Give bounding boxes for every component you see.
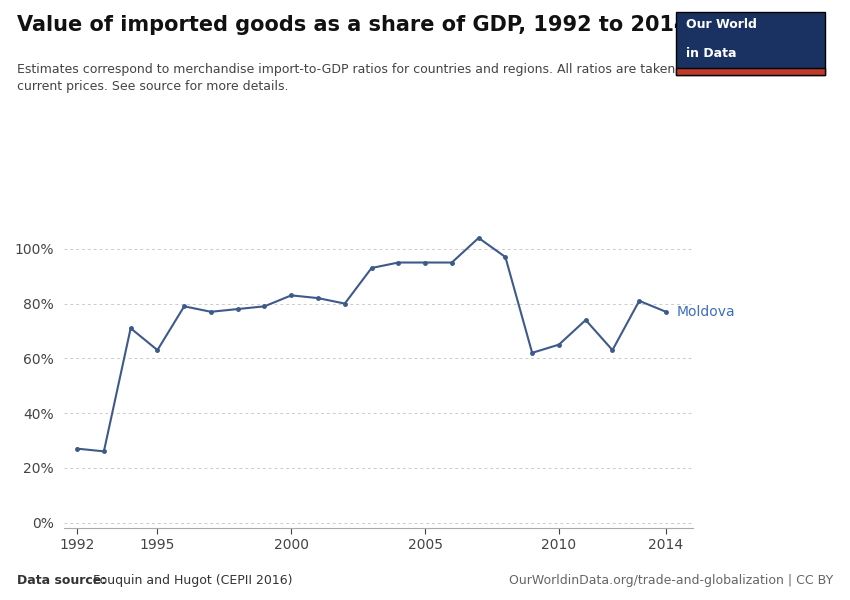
Text: Value of imported goods as a share of GDP, 1992 to 2014: Value of imported goods as a share of GD… xyxy=(17,15,688,35)
Text: Data source:: Data source: xyxy=(17,574,106,587)
Text: OurWorldinData.org/trade-and-globalization | CC BY: OurWorldinData.org/trade-and-globalizati… xyxy=(509,574,833,587)
Text: in Data: in Data xyxy=(686,47,736,60)
Text: Estimates correspond to merchandise import-to-GDP ratios for countries and regio: Estimates correspond to merchandise impo… xyxy=(17,63,692,93)
Text: Our World: Our World xyxy=(686,18,756,31)
Text: Fouquin and Hugot (CEPII 2016): Fouquin and Hugot (CEPII 2016) xyxy=(89,574,292,587)
Text: Moldova: Moldova xyxy=(677,305,735,319)
